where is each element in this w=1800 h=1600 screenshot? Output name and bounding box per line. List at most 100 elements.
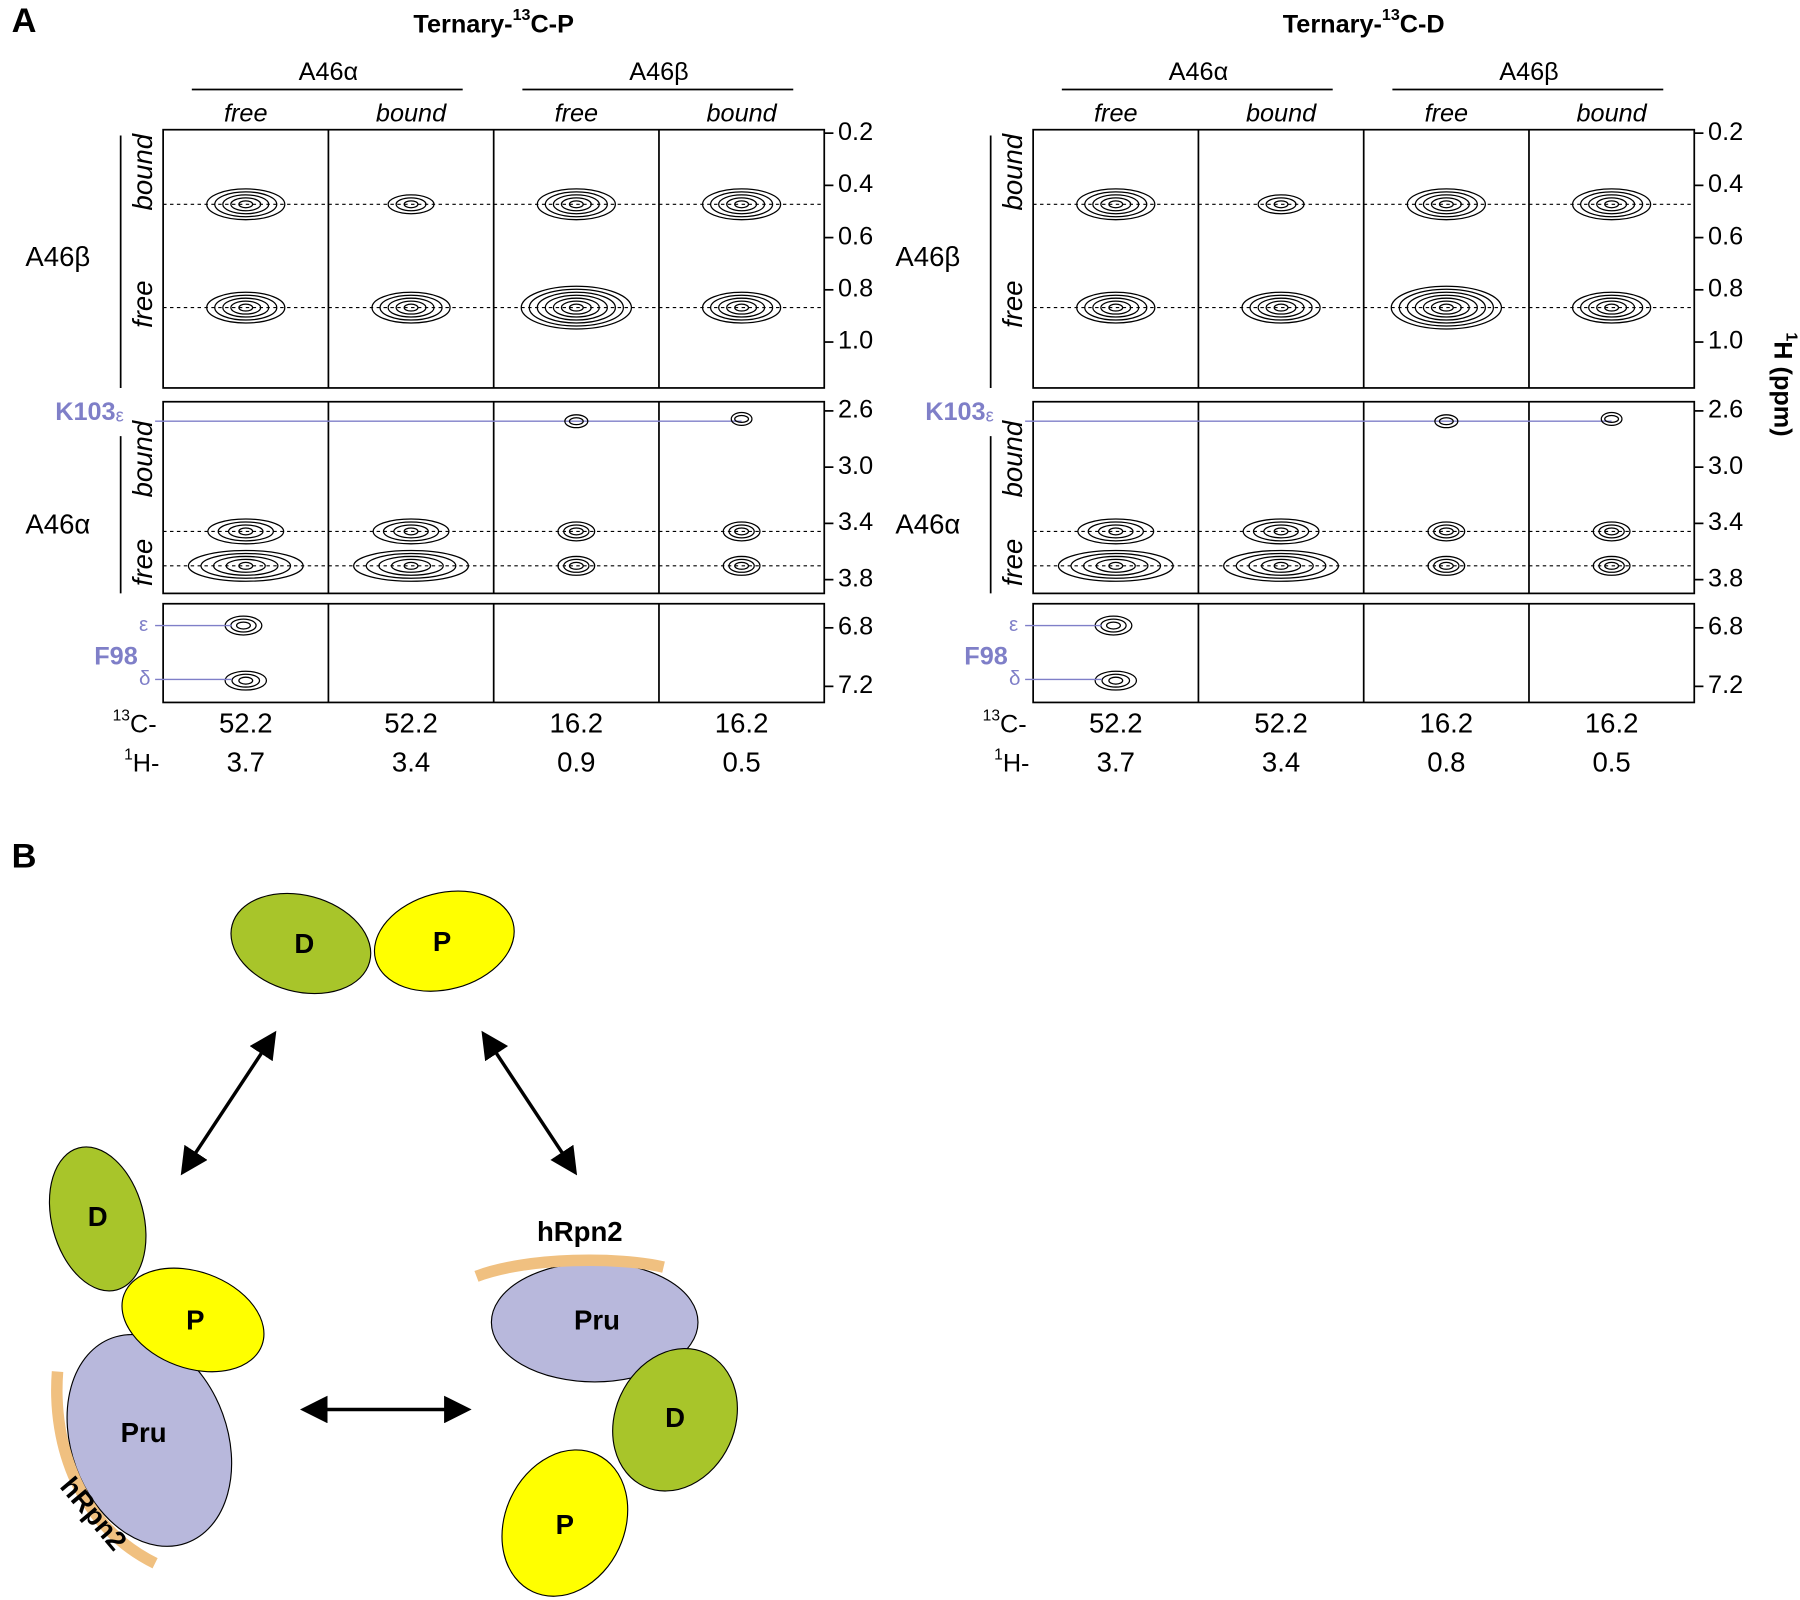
residue: K103: [925, 398, 985, 426]
tick-label: 0.2: [1708, 118, 1743, 146]
contour: [701, 188, 782, 221]
contour: [701, 291, 782, 324]
contour: [552, 297, 600, 318]
group-label: A46α: [1169, 58, 1229, 86]
contour: [1076, 291, 1156, 324]
contour: [722, 555, 761, 576]
contour: [207, 518, 285, 545]
residue-label: F98: [94, 642, 138, 670]
contour: [403, 303, 419, 312]
tick-label: 2.6: [1708, 396, 1743, 424]
isotope: 13: [113, 708, 131, 725]
column-label: free: [1425, 99, 1469, 127]
contour: [560, 197, 592, 212]
contour: [1263, 524, 1299, 539]
label: 13C-: [983, 708, 1027, 738]
row-label: A46α: [25, 509, 90, 540]
contour: [393, 524, 429, 539]
contour: [212, 555, 279, 576]
contour: [1249, 294, 1313, 321]
label-text: C-: [130, 710, 157, 738]
contour: [1235, 552, 1327, 579]
label-text: C-: [1000, 710, 1027, 738]
arrow: [481, 1030, 578, 1176]
contour: [560, 300, 592, 315]
contour: [1406, 188, 1486, 221]
contour: [1100, 618, 1127, 633]
carbon-shift: 16.2: [550, 708, 604, 739]
column-label: bound: [706, 99, 777, 127]
residue-label: F98: [964, 642, 1008, 670]
contour: [390, 558, 432, 573]
contour: [1604, 527, 1620, 536]
contour: [378, 555, 444, 576]
tick-label: 3.8: [1708, 564, 1743, 592]
contour: [1438, 200, 1454, 209]
contour: [225, 558, 266, 573]
contour: [1108, 303, 1124, 312]
contour: [1596, 197, 1628, 212]
domain-label: Pru: [121, 1417, 167, 1448]
contour: [552, 194, 600, 215]
contour: [734, 414, 750, 424]
contour: [568, 303, 584, 312]
contour: [722, 521, 761, 542]
contour: [1070, 552, 1162, 579]
contour: [217, 521, 274, 542]
contour: [187, 549, 304, 582]
contour: [709, 294, 774, 321]
contour: [1604, 414, 1620, 424]
tick-label: 0.2: [838, 118, 873, 146]
contour: [382, 521, 440, 542]
contour: [734, 561, 750, 570]
tick-label: 3.8: [838, 564, 873, 592]
contour: [1580, 294, 1644, 321]
contour: [1414, 191, 1478, 218]
contour: [1604, 303, 1620, 312]
contour: [1422, 194, 1470, 215]
contour: [1438, 417, 1454, 426]
contour: [1273, 200, 1289, 209]
isotope: 13: [513, 6, 531, 24]
contour: [387, 297, 435, 318]
column-label: bound: [1577, 99, 1648, 127]
contour: [1101, 673, 1131, 688]
contour: [1592, 521, 1631, 542]
contour: [1223, 549, 1340, 582]
contour: [1252, 521, 1310, 542]
proton-shift: 0.5: [1592, 747, 1630, 778]
contour: [1108, 561, 1124, 570]
contour: [1438, 527, 1454, 536]
contour: [1095, 558, 1136, 573]
domain-label: D: [665, 1402, 685, 1433]
contour: [371, 291, 451, 324]
label-text: H-: [133, 749, 160, 777]
contour: [395, 300, 427, 315]
contour: [395, 197, 427, 212]
contour: [1406, 291, 1486, 324]
contour: [544, 294, 608, 321]
isotope: 13: [1382, 6, 1400, 24]
contour: [1430, 300, 1462, 315]
contour: [1260, 558, 1302, 573]
contour: [379, 294, 443, 321]
carbon-shift: 52.2: [1254, 708, 1308, 739]
hrpn2: [51, 1371, 158, 1569]
contour: [214, 294, 278, 321]
contour: [1427, 521, 1466, 542]
contour: [1273, 527, 1289, 536]
contour: [728, 558, 755, 573]
contour: [1598, 524, 1625, 539]
domain-d: [612, 1348, 738, 1492]
residue: K103: [55, 398, 115, 426]
group-label: A46β: [629, 58, 688, 86]
contour: [1596, 300, 1628, 315]
column-label: free: [1094, 99, 1138, 127]
panel-label: B: [12, 838, 37, 876]
contour: [1092, 194, 1140, 215]
contour: [557, 521, 596, 542]
domain-p: [501, 1449, 629, 1597]
